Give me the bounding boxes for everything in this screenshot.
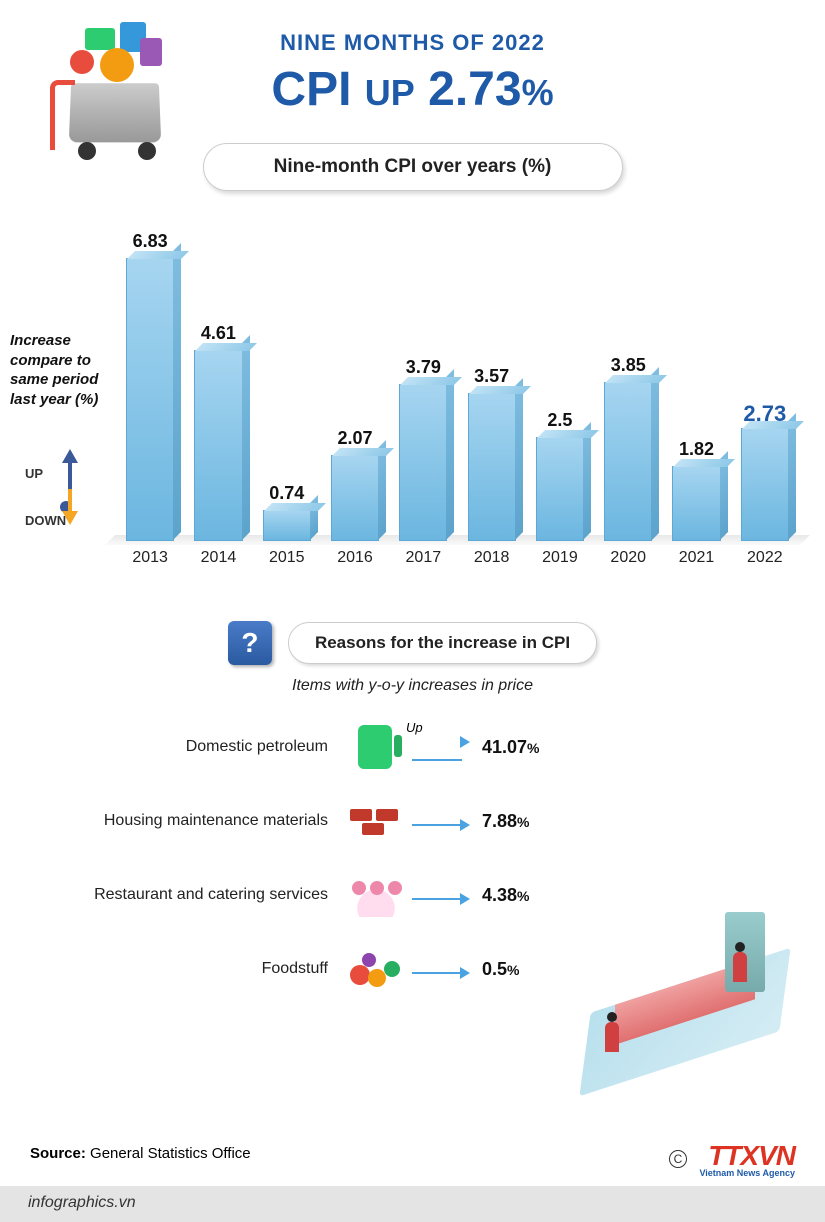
bar: 4.61 [194,350,242,541]
bar: 6.83 [126,258,174,541]
shopping-cart-illustration [40,20,190,160]
bar-value-label: 3.85 [611,355,646,376]
up-label: UP [25,466,43,481]
chart-bars-container: 6.8320134.612014 0.742015 2.0720163.792017… [120,241,795,541]
source-line: Source: General Statistics Office [30,1145,251,1162]
title-prefix: CPI [271,63,351,116]
chart-title-pill: Nine-month CPI over years (%) [203,143,623,191]
reason-item-value: 41.07% [482,737,540,758]
title-value: 2.73 [428,63,521,116]
bar-category-label: 2022 [735,549,795,567]
reason-item-value: 0.5% [482,959,519,980]
reason-item-label: Restaurant and catering services [80,886,340,904]
copyright-icon: C [669,1150,687,1168]
bar-value-label: 2.5 [547,410,572,431]
bar: 2.73 [741,428,789,541]
bar-col: 3.852020 [598,382,658,542]
fuel-pump-icon [340,721,412,773]
bar: 1.82 [672,466,720,541]
arrow-right-icon [412,890,482,900]
bar-category-label: 2016 [325,549,385,567]
bar-category-label: 2014 [188,549,248,567]
bar-col: 6.832013 [120,258,180,541]
bar-value-label: 6.83 [133,231,168,252]
store-illustration [585,912,785,1072]
bar: 3.85 [604,382,652,542]
bar-col: 2.732022 [735,428,795,541]
question-icon: ? [228,621,272,665]
logo-sub: Vietnam News Agency [699,1168,795,1178]
bar-value-label: 4.61 [201,323,236,344]
cpi-bar-chart: Increase compare to same period last yea… [120,211,795,571]
reasons-heading-row: ? Reasons for the increase in CPI [0,621,825,665]
reason-item-value: 4.38% [482,885,530,906]
reasons-heading-pill: Reasons for the increase in CPI [288,622,597,664]
bar-col: 3.572018 [461,393,521,541]
bar-col: 3.792017 [393,384,453,541]
bar-value-label: 1.82 [679,439,714,460]
reason-item-row: Housing maintenance materials 7.88% [80,793,765,849]
bar-category-label: 2019 [530,549,590,567]
bar-value-label: 2.73 [743,401,786,427]
bar-category-label: 2017 [393,549,453,567]
bar-value-label: 3.79 [406,357,441,378]
source-value: General Statistics Office [90,1145,251,1162]
logo-main: TTXVN [708,1140,795,1171]
source-label: Source: [30,1145,86,1162]
bar-value-label: 0.74 [269,483,304,504]
arrow-up-icon [62,449,78,463]
arrow-right-icon [412,816,482,826]
arrow-right-icon [412,964,482,974]
footer-logo: C TTXVN Vietnam News Agency [669,1140,795,1178]
bar-category-label: 2020 [598,549,658,567]
bar: 3.79 [399,384,447,541]
reason-item-value: 7.88% [482,811,530,832]
bar-category-label: 2013 [120,549,180,567]
reason-item-label: Domestic petroleum [80,738,340,756]
bar-col: 2.52019 [530,437,590,541]
bar: 2.07 [331,455,379,541]
chart-ylabel: Increase compare to same period last yea… [10,331,120,409]
bar-category-label: 2018 [461,549,521,567]
footer-site: infographics.vn [0,1186,825,1222]
restaurant-icon [340,869,412,921]
bar: 2.5 [536,437,584,541]
reason-item-label: Housing maintenance materials [80,812,340,830]
bricks-icon [340,795,412,847]
bar-category-label: 2015 [257,549,317,567]
bar-col: 4.612014 [188,350,248,541]
reasons-subheading: Items with y-o-y increases in price [0,677,825,695]
foodstuff-icon [340,943,412,995]
bar-category-label: 2021 [666,549,726,567]
arrow-down-icon [62,511,78,525]
bar: 3.57 [468,393,516,541]
bar-col: 0.742015 [257,510,317,541]
ttxvn-logo: TTXVN Vietnam News Agency [699,1140,795,1178]
reason-item-label: Foodstuff [80,960,340,978]
title-mid: UP [365,72,415,113]
bar-col: 2.072016 [325,455,385,541]
up-word: Up [406,720,423,735]
bar: 0.74 [263,510,311,541]
arrow-right-icon: Up [412,733,482,761]
bar-col: 1.822021 [666,466,726,541]
bar-value-label: 2.07 [338,428,373,449]
bar-value-label: 3.57 [474,366,509,387]
reason-item-row: Domestic petroleumUp41.07% [80,719,765,775]
title-suffix: % [522,72,554,113]
